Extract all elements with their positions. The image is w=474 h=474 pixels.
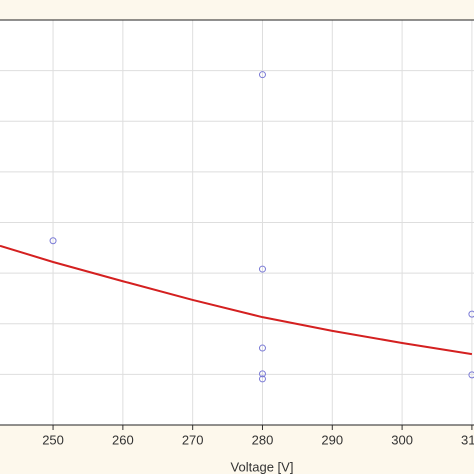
x-tick-label: 310 [461, 432, 474, 447]
fit-curve [0, 244, 473, 356]
point [258, 265, 266, 273]
x-tick-label: 300 [391, 432, 413, 447]
point [258, 375, 266, 383]
x-axis-label: Voltage [V] [231, 459, 294, 474]
x-tick-label: 290 [321, 432, 343, 447]
x-tick-label: 260 [112, 432, 134, 447]
point [49, 237, 57, 245]
point [468, 310, 474, 318]
point [258, 71, 266, 79]
x-tick-label: 250 [42, 432, 64, 447]
x-tick-label: 270 [182, 432, 204, 447]
point [258, 370, 266, 378]
x-tick-label: 280 [252, 432, 274, 447]
point [258, 344, 266, 352]
point [468, 371, 474, 379]
